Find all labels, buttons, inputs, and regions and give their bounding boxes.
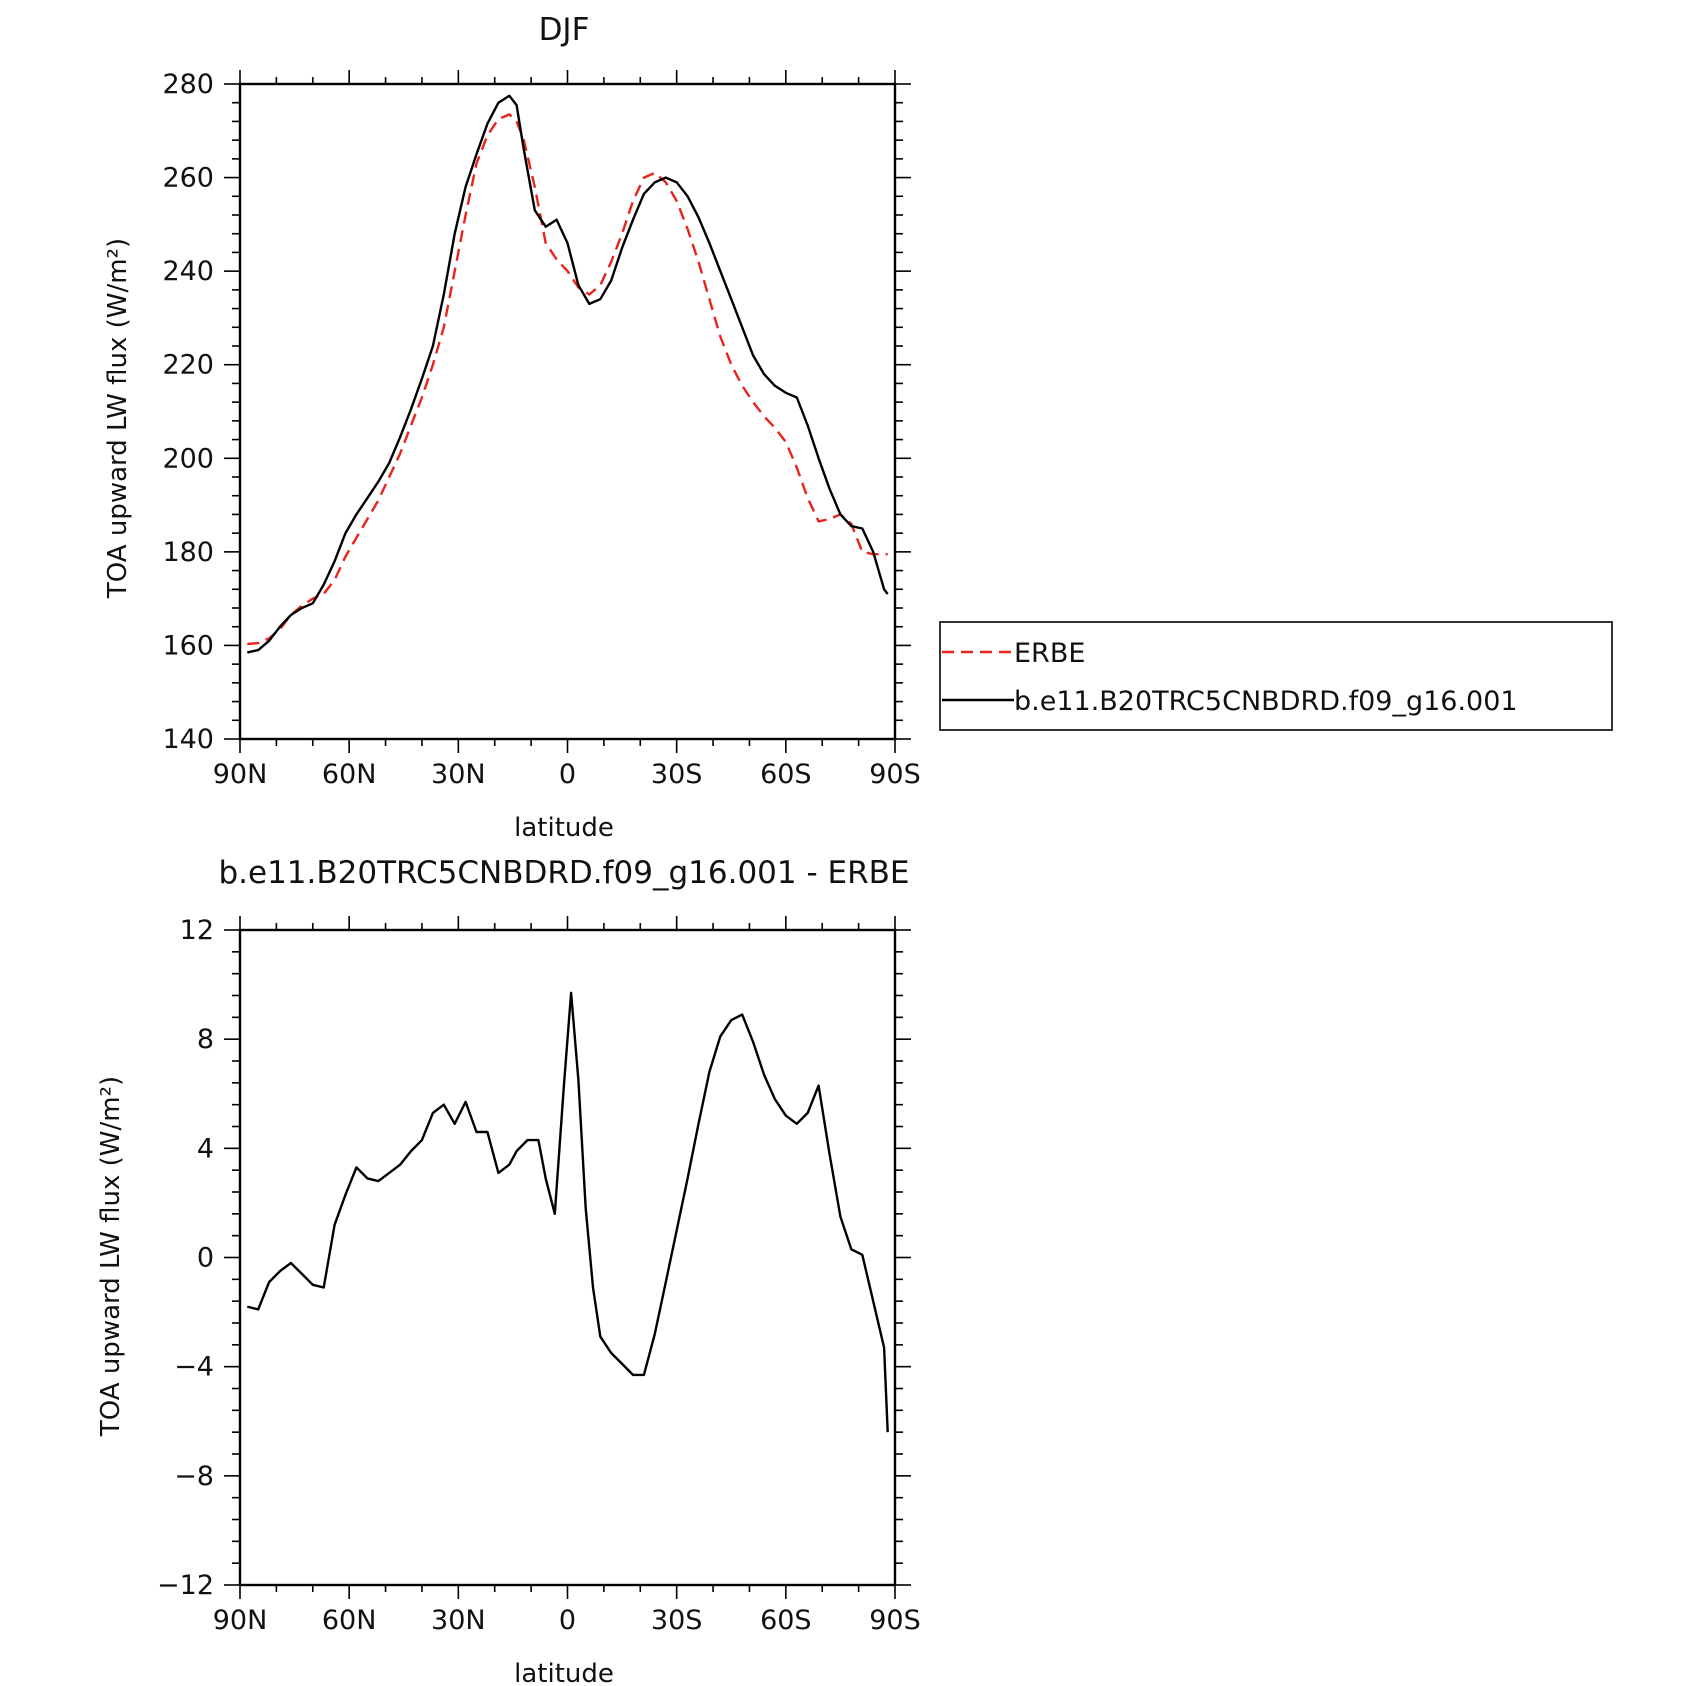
top-x-tick-label: 30N (431, 759, 486, 790)
top-y-axis-label: TOA upward LW flux (W/m²) (103, 238, 133, 599)
top-x-tick-label: 0 (559, 759, 576, 790)
bottom-y-tick-label: −4 (174, 1352, 214, 1383)
top-series-line-erbe (247, 113, 888, 646)
top-x-axis-label: latitude (514, 813, 614, 843)
bottom-y-tick-label: 12 (180, 915, 214, 946)
bottom-panel: b.e11.B20TRC5CNBDRD.f09_g16.001 - ERBE l… (96, 855, 921, 1686)
top-y-tick-label: 240 (162, 256, 214, 287)
legend-box (939, 621, 1613, 731)
bottom-y-tick-label: −8 (174, 1461, 214, 1492)
top-x-tick-label: 60S (760, 759, 812, 790)
top-tick-labels: 90N 60N 30N 0 30S 60S 90S 140 160 180 200 220 240 260… (162, 69, 920, 790)
legend: ERBE b.e11.B20TRC5CNBDRD.f09_g16.001 (939, 621, 1613, 731)
bottom-y-tick-label: −12 (157, 1570, 214, 1601)
top-series-lines (247, 94, 889, 654)
bottom-y-tick-label: 8 (197, 1024, 214, 1055)
top-x-tick-label: 30S (651, 759, 703, 790)
top-x-tick-label: 90N (213, 759, 268, 790)
bottom-x-tick-label: 90N (213, 1605, 268, 1636)
bottom-x-tick-label: 0 (559, 1605, 576, 1636)
top-y-tick-label: 160 (162, 630, 214, 661)
top-y-tick-label: 180 (162, 537, 214, 568)
top-x-tick-label: 60N (322, 759, 377, 790)
top-axis-ticks (224, 70, 911, 753)
bottom-series-lines (247, 991, 889, 1433)
bottom-x-tick-label: 60N (322, 1605, 377, 1636)
top-y-tick-label: 140 (162, 724, 214, 755)
top-y-tick-label: 260 (162, 163, 214, 194)
top-y-tick-label: 200 (162, 443, 214, 474)
bottom-x-axis-label: latitude (514, 1659, 614, 1686)
legend-model-label: b.e11.B20TRC5CNBDRD.f09_g16.001 (1014, 686, 1518, 717)
bottom-y-tick-label: 4 (197, 1133, 214, 1164)
bottom-chart-title: b.e11.B20TRC5CNBDRD.f09_g16.001 - ERBE (218, 855, 909, 891)
top-x-tick-label: 90S (869, 759, 921, 790)
top-series-line-model (247, 94, 889, 654)
bottom-x-tick-label: 60S (760, 1605, 812, 1636)
bottom-plot-frame (238, 928, 897, 1587)
bottom-x-tick-label: 90S (869, 1605, 921, 1636)
bottom-x-tick-label: 30S (651, 1605, 703, 1636)
top-y-tick-label: 280 (162, 69, 214, 100)
bottom-y-tick-label: 0 (197, 1243, 214, 1274)
bottom-axis-ticks (224, 916, 911, 1599)
top-y-tick-label: 220 (162, 350, 214, 381)
top-plot-frame (238, 82, 897, 741)
bottom-tick-labels: 90N 60N 30N 0 30S 60S 90S −12 −8 −4 0 4 8 12 (157, 915, 921, 1636)
bottom-x-tick-label: 30N (431, 1605, 486, 1636)
top-chart-title: DJF (539, 12, 590, 48)
bottom-y-axis-label: TOA upward LW flux (W/m²) (96, 1076, 126, 1437)
bottom-series-line-model (247, 991, 889, 1433)
top-panel: DJF latitude TOA upward LW flux (W/m²) 9… (103, 12, 921, 843)
legend-erbe-label: ERBE (1014, 638, 1085, 669)
